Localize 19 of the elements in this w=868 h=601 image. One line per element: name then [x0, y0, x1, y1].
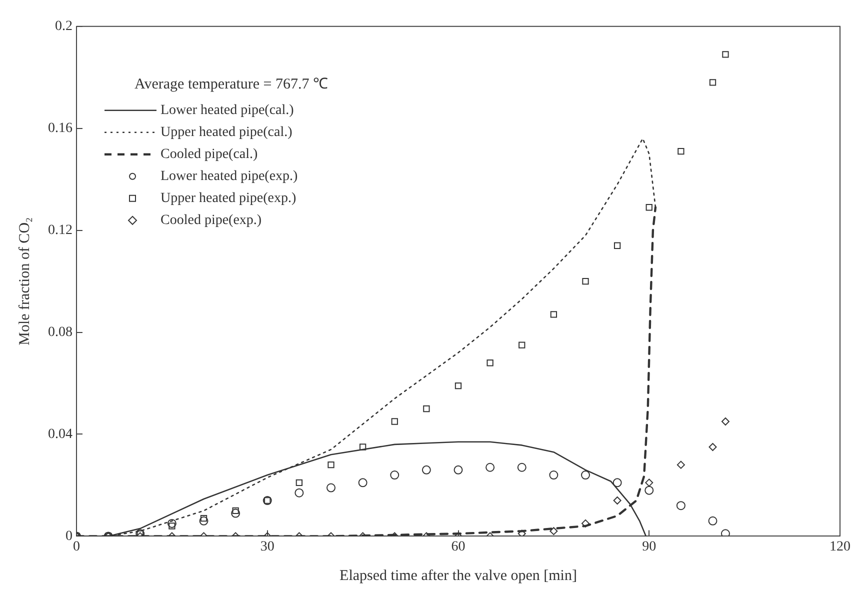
x-axis-title: Elapsed time after the valve open [min]: [340, 568, 577, 584]
x-tick-label: 90: [642, 539, 656, 554]
y-axis-title: Mole fraction of CO₂: [16, 217, 33, 346]
legend-label: Upper heated pipe(cal.): [160, 125, 293, 140]
legend-label: Cooled pipe(exp.): [160, 213, 262, 228]
legend-label: Lower heated pipe(exp.): [160, 169, 298, 184]
legend-label: Cooled pipe(cal.): [160, 147, 258, 162]
legend-label: Upper heated pipe(exp.): [160, 191, 296, 206]
legend-label: Lower heated pipe(cal.): [160, 103, 294, 118]
y-tick-label: 0.2: [55, 19, 72, 34]
y-tick-label: 0.16: [48, 121, 72, 136]
x-tick-label: 120: [830, 539, 850, 554]
y-tick-label: 0: [66, 528, 72, 544]
y-tick-label: 0.04: [48, 426, 72, 442]
annotation: Average temperature = 767.7 ℃: [134, 76, 328, 92]
y-tick-label: 0.12: [48, 222, 72, 238]
y-tick-label: 0.08: [48, 324, 72, 340]
x-tick-label: 30: [260, 539, 274, 554]
x-tick-label: 60: [451, 539, 466, 554]
